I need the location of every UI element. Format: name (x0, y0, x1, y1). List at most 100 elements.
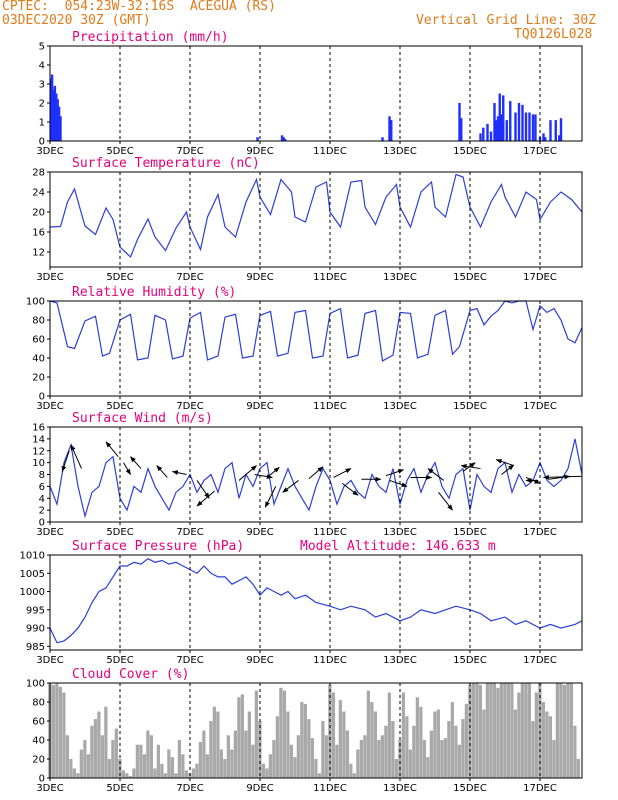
wind-vector-arrow (196, 480, 210, 499)
wind-vector-arrow (438, 492, 453, 511)
temp-ytick-label: 12 (32, 248, 45, 259)
wind-ytick-label: 0 (39, 518, 45, 529)
temp-ytick-label: 16 (32, 228, 45, 239)
cloud-bar (303, 703, 307, 778)
wind-vector-arrow (333, 468, 352, 478)
cloud-ytick-label: 0 (39, 774, 45, 785)
cloud-bar (139, 744, 143, 778)
wind-ytick-label: 2 (39, 506, 45, 517)
temp-xtick-label: 5DEC (106, 272, 133, 283)
cloud-bar (314, 759, 318, 778)
rh-ytick-label: 20 (32, 373, 45, 384)
precip-bar (521, 104, 524, 141)
cloud-bar (545, 711, 549, 778)
pressure-ytick-label: 990 (26, 624, 45, 635)
precip-bar (534, 114, 537, 141)
precip-bar (514, 112, 517, 141)
cloud-bar (233, 730, 237, 778)
cloud-bar (83, 740, 87, 778)
cloud-bar (478, 684, 482, 778)
cloud-bar (289, 744, 293, 778)
precip-bar (388, 116, 391, 141)
cloud-bar (510, 683, 514, 778)
precip-xtick-label: 7DEC (176, 146, 203, 157)
cloud-bar (111, 740, 115, 778)
cloud-bar (352, 773, 356, 778)
wind-vector-arrow (156, 465, 168, 478)
temp-xtick-label: 15DEC (453, 272, 487, 283)
header-grid-line-note: Vertical Grid Line: 30Z (416, 13, 597, 28)
cloud-ytick-label: 100 (26, 679, 45, 690)
precip-ytick-label: 5 (39, 42, 45, 53)
precip-bar (390, 120, 393, 141)
temp-ytick-label: 28 (32, 168, 45, 179)
cloud-panel: 0 20 40 60 80 100 3DEC 5DEC 7DEC 9DEC 11DEC 13DEC 15… (26, 667, 583, 794)
cloud-bar (475, 683, 479, 778)
cloud-bar (237, 697, 241, 778)
cloud-bar (317, 773, 321, 778)
cloud-bar (454, 725, 458, 778)
wind-vector-arrow (105, 441, 119, 458)
cloud-bar (384, 725, 388, 778)
precip-ytick-label: 0 (39, 137, 45, 148)
temp-xtick-label: 11DEC (313, 272, 347, 283)
precip-bar (559, 118, 563, 141)
cloud-bar (310, 738, 314, 778)
cloud-bar (520, 683, 524, 778)
precip-bar (458, 103, 461, 141)
wind-vector-arrow (495, 459, 514, 467)
rh-ytick-label: 80 (32, 316, 45, 327)
cloud-bar (513, 709, 517, 778)
cloud-bar (279, 687, 283, 778)
cloud-title: Cloud Cover (%) (72, 667, 189, 682)
cloud-bar (149, 735, 153, 778)
cloud-bar (104, 706, 108, 778)
pressure-xtick-label: 15DEC (453, 655, 487, 666)
precip-bar (549, 120, 552, 141)
wind-vector-arrow (282, 480, 299, 493)
cloud-bar (209, 721, 213, 778)
cloud-bar (275, 716, 279, 778)
cloud-bar (394, 759, 398, 778)
precip-frame (49, 45, 583, 142)
precip-bar (53, 85, 57, 141)
cloud-bar (412, 725, 416, 778)
wind-ytick-label: 8 (39, 470, 45, 481)
cloud-bar (265, 768, 269, 778)
rh-xtick-label: 11DEC (313, 401, 347, 412)
cloud-bar (69, 759, 73, 778)
cloud-bar (181, 754, 185, 778)
cloud-bar (202, 730, 206, 778)
cloud-bar (58, 686, 62, 778)
rh-xtick-label: 3DEC (36, 401, 63, 412)
precip-bar (554, 120, 557, 141)
cloud-bar (349, 763, 353, 778)
cloud-bar (100, 735, 104, 778)
cloud-bar (307, 719, 311, 778)
precip-bar (496, 116, 500, 141)
cloud-bar (90, 725, 94, 778)
precip-bar (517, 103, 521, 141)
cloud-bar (167, 749, 171, 778)
precip-bar (50, 74, 54, 141)
cloud-bar (363, 735, 367, 778)
pressure-annotation: Model Altitude: 146.633 m (300, 539, 496, 554)
cloud-bar (146, 730, 150, 778)
wind-vector-arrow (70, 444, 82, 469)
cloud-bar (272, 740, 276, 778)
cloud-bar (496, 687, 500, 778)
cloud-bar (300, 702, 304, 778)
pressure-xtick-label: 13DEC (383, 655, 417, 666)
header-station: CPTEC: 054:23W-32:16S ACEGUA (RS) (2, 0, 276, 14)
rh-frame (49, 300, 583, 397)
wind-vector-arrow (196, 490, 215, 507)
rh-xtick-label: 7DEC (176, 401, 203, 412)
cloud-bar (251, 744, 255, 778)
precip-bar (538, 137, 542, 141)
cloud-xtick-label: 5DEC (106, 783, 133, 794)
precip-bar (502, 95, 505, 141)
cloud-bar (566, 683, 570, 778)
cloud-bar (212, 706, 216, 778)
wind-vector-arrow (389, 479, 408, 487)
